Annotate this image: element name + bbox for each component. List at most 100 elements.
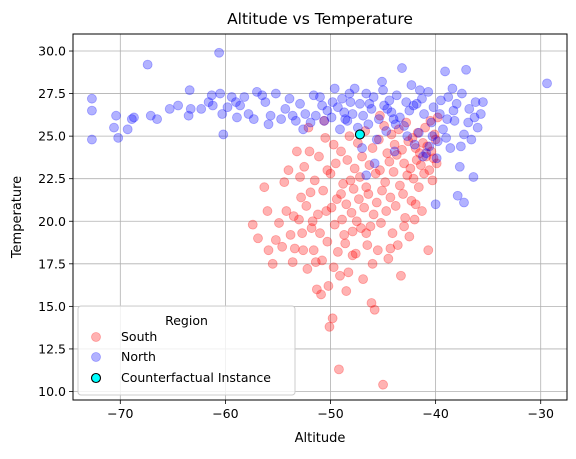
legend-title: Region (165, 313, 208, 328)
south-point (334, 364, 344, 375)
south-point (385, 243, 396, 254)
north-point (447, 83, 458, 94)
south-point (425, 115, 436, 126)
south-point (297, 228, 308, 239)
south-point (407, 132, 418, 143)
south-point (305, 187, 316, 198)
north-point (164, 104, 175, 114)
north-point (263, 119, 274, 130)
north-point (145, 110, 156, 121)
north-point (185, 104, 196, 114)
north-point (300, 109, 311, 119)
north-point (432, 136, 443, 147)
south-point (311, 284, 322, 295)
south-point (259, 182, 270, 193)
south-point (382, 148, 393, 159)
north-point (402, 131, 413, 142)
south-point (422, 141, 433, 152)
south-point (417, 206, 427, 216)
south-point (317, 255, 328, 266)
south-point (402, 170, 413, 181)
south-point (303, 122, 314, 133)
south-point (372, 245, 383, 256)
north-point (276, 114, 287, 125)
north-point (442, 114, 453, 125)
south-point (432, 112, 443, 123)
north-point (431, 153, 442, 164)
south-point (373, 134, 384, 145)
north-point (239, 92, 250, 102)
north-point (87, 105, 97, 116)
x-tick-label: −60 (212, 406, 238, 421)
south-point (326, 202, 337, 213)
north-point (463, 117, 474, 128)
south-point (308, 245, 319, 256)
legend-marker-counterfactual (90, 372, 102, 384)
north-point (455, 141, 466, 152)
south-point (389, 139, 400, 150)
north-point (401, 97, 412, 107)
north-point (222, 102, 233, 113)
ticks-layer: −70 −60 −50 −40 −30 10.0 12.5 15.0 17.5 20.0 22.5 2… (38, 44, 554, 421)
legend-marker-north (91, 352, 101, 362)
legend: Region South North Counterfactual Instan… (77, 305, 296, 396)
north-point (235, 100, 246, 111)
legend-box (77, 305, 296, 396)
south-point (309, 175, 320, 186)
y-tick-label: 17.5 (38, 256, 66, 271)
north-point (113, 132, 124, 143)
x-tick-label: −50 (317, 406, 343, 421)
south-point (406, 195, 417, 206)
south-point (323, 281, 334, 291)
north-point (427, 131, 438, 142)
north-point (542, 78, 552, 89)
south-point (319, 115, 330, 126)
south-point (419, 168, 429, 179)
north-point (248, 114, 259, 125)
north-point (257, 90, 268, 101)
south-point (332, 246, 343, 257)
south-point (392, 240, 403, 250)
north-point (435, 95, 446, 106)
north-point (469, 112, 480, 123)
north-point (226, 92, 237, 102)
north-point (152, 114, 162, 125)
north-point (280, 104, 291, 114)
south-point (315, 228, 325, 239)
north-point (265, 110, 276, 121)
north-point (206, 90, 217, 101)
south-point (384, 156, 395, 167)
north-point (464, 104, 475, 114)
south-point (346, 207, 357, 218)
south-point (390, 201, 401, 211)
south-point (366, 298, 377, 308)
south-point (428, 153, 439, 164)
north-point (129, 112, 139, 123)
south-point (304, 146, 315, 157)
north-point (459, 197, 469, 208)
north-point (361, 170, 372, 181)
north-point (371, 134, 382, 145)
south-point (283, 165, 294, 176)
north-point (452, 190, 463, 201)
south-point (294, 214, 304, 225)
north-point (475, 109, 486, 119)
north-point (459, 129, 469, 140)
north-point (441, 132, 452, 143)
north-point (308, 90, 319, 101)
south-point (330, 158, 341, 169)
points-layer (87, 47, 552, 390)
south-point (295, 172, 305, 182)
north-point (87, 134, 97, 145)
north-point (443, 92, 454, 102)
north-point (404, 105, 415, 116)
south-point (378, 379, 388, 390)
north-point (87, 93, 97, 104)
south-point (408, 173, 419, 184)
north-point (454, 161, 465, 172)
north-point (231, 97, 241, 107)
south-point (322, 165, 333, 176)
south-point (363, 189, 374, 199)
south-point (377, 185, 387, 196)
